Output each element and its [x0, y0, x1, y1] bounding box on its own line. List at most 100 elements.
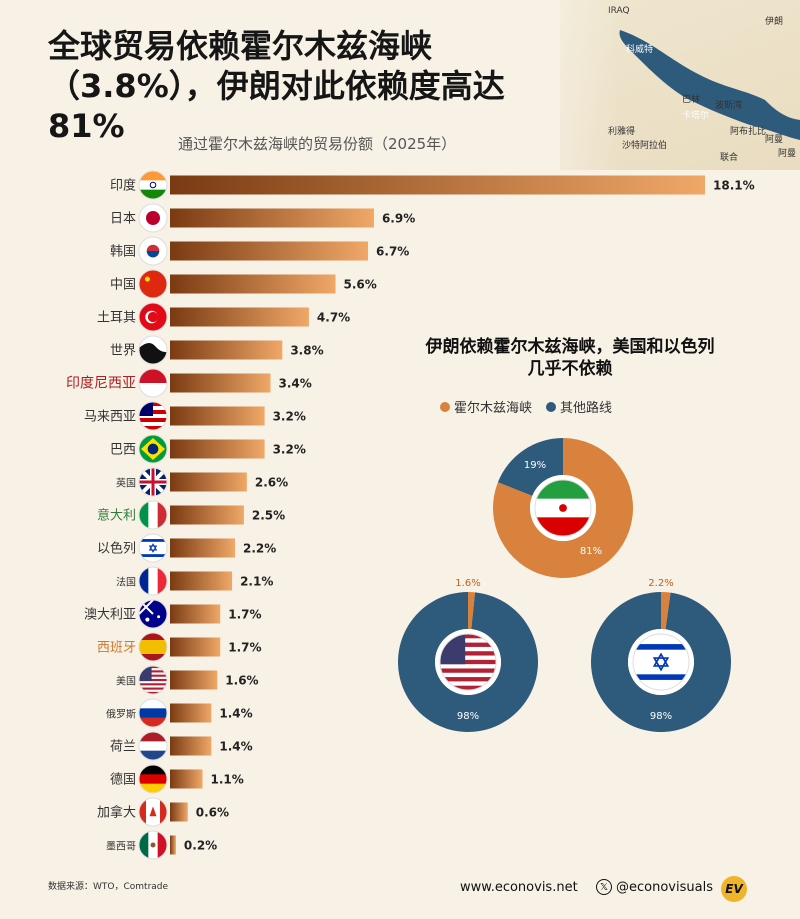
bar-12	[170, 571, 233, 591]
social-handle-text: @econovisuals	[616, 879, 713, 895]
brazil-flag-icon	[138, 434, 168, 464]
social-handle[interactable]: 𝕏 @econovisuals	[596, 879, 713, 895]
bar-11	[170, 538, 236, 558]
usa-flag-icon	[439, 633, 497, 691]
donut-slice-strait	[493, 438, 633, 578]
map-label: 波斯湾	[715, 101, 743, 111]
donut-title: 伊朗依赖霍尔木兹海峡，美国和以色列几乎不依赖	[425, 337, 715, 379]
donut-slice-strait	[661, 592, 671, 630]
map-label: 科威特	[626, 45, 654, 55]
russia-flag-icon	[138, 698, 168, 728]
turkey-flag-icon	[138, 302, 168, 332]
spain-flag-icon	[138, 632, 168, 662]
bar-10	[170, 505, 244, 525]
bar-14	[170, 637, 221, 657]
country-label: 英国	[116, 477, 136, 490]
bar-3	[170, 274, 336, 294]
country-label: 日本	[110, 212, 136, 227]
map-label: 伊朗	[765, 17, 784, 27]
bar-9	[170, 472, 247, 492]
country-label: 世界	[110, 344, 136, 359]
legend-item-other: 其他路线	[546, 397, 612, 416]
mexico-flag-icon	[138, 830, 168, 860]
x-logo-icon: 𝕏	[596, 879, 612, 895]
legend: 霍尔木兹海峡 其他路线	[440, 397, 612, 416]
donut-slice-other	[397, 592, 538, 733]
country-label: 中国	[110, 278, 136, 293]
japan-flag-icon	[138, 203, 168, 233]
korea-flag-icon	[138, 236, 168, 266]
donut-other-label: 98%	[457, 711, 479, 722]
australia-flag-icon	[138, 599, 168, 629]
israel-flag-icon	[138, 533, 168, 563]
data-source: 数据来源：WTO，Comtrade	[48, 882, 169, 892]
bar-6	[170, 373, 271, 393]
bar-5	[170, 340, 283, 360]
legend-swatch-other	[546, 401, 557, 412]
value-label: 6.7%	[376, 245, 409, 259]
country-label: 荷兰	[110, 740, 136, 755]
map-label: 阿布扎比	[730, 127, 767, 137]
website-link[interactable]: www.econovis.net	[460, 880, 578, 895]
map-label: 利雅得	[608, 127, 636, 137]
uk-flag-icon	[138, 467, 168, 497]
bar-13	[170, 604, 221, 624]
bar-1	[170, 208, 374, 228]
value-label: 3.2%	[273, 410, 306, 424]
france-flag-icon	[138, 566, 168, 596]
bar-0	[170, 175, 705, 195]
bar-19	[170, 802, 188, 822]
value-label: 3.2%	[273, 443, 306, 457]
country-label: 以色列	[97, 541, 136, 557]
country-label: 巴西	[110, 443, 136, 458]
value-label: 2.2%	[243, 542, 276, 556]
map-fade	[520, 0, 620, 170]
map-label: 巴林	[682, 95, 701, 105]
donut-other-label: 98%	[650, 711, 672, 722]
value-label: 1.4%	[219, 740, 252, 754]
value-label: 1.7%	[228, 608, 261, 622]
bar-8	[170, 439, 265, 459]
netherlands-flag-icon	[138, 731, 168, 761]
donut-other-label: 19%	[524, 460, 546, 471]
country-label: 土耳其	[97, 311, 136, 326]
usa-flag-icon	[138, 665, 168, 695]
chart-subtitle: 通过霍尔木兹海峡的贸易份额（2025年）	[178, 135, 457, 153]
bar-18	[170, 769, 203, 789]
country-label: 意大利	[97, 508, 136, 524]
legend-item-strait: 霍尔木兹海峡	[440, 397, 532, 416]
map-label: 卡塔尔	[682, 111, 710, 121]
legend-swatch-strait	[440, 401, 450, 412]
value-label: 5.6%	[344, 278, 377, 292]
country-label: 加拿大	[97, 805, 136, 821]
israel-flag-icon	[632, 633, 690, 691]
germany-flag-icon	[138, 764, 168, 794]
value-label: 2.1%	[240, 575, 273, 589]
donut-slice-other	[591, 592, 732, 732]
map-label: 沙特阿拉伯	[622, 141, 668, 151]
value-label: 18.1%	[713, 179, 755, 193]
country-label: 德国	[110, 773, 136, 788]
world-globe-icon	[138, 335, 168, 365]
bar-20	[170, 835, 176, 855]
indonesia-flag-icon	[138, 368, 168, 398]
country-label: 韩国	[110, 245, 136, 260]
map-label: 阿曼	[765, 135, 784, 145]
iran-flag-icon	[534, 479, 592, 537]
country-label: 墨西哥	[106, 841, 136, 853]
country-label: 美国	[116, 675, 136, 688]
bar-4	[170, 307, 309, 327]
value-label: 1.6%	[225, 674, 258, 688]
value-label: 3.8%	[290, 344, 323, 358]
value-label: 4.7%	[317, 311, 350, 325]
canada-flag-icon	[138, 797, 168, 827]
value-label: 3.4%	[278, 377, 311, 391]
value-label: 1.4%	[219, 707, 252, 721]
donut-slice-strait	[468, 592, 476, 630]
map-label: 联合	[720, 153, 739, 163]
value-label: 1.1%	[211, 773, 244, 787]
bar-2	[170, 241, 369, 261]
country-label: 西班牙	[97, 641, 136, 656]
malaysia-flag-icon	[138, 401, 168, 431]
country-label: 马来西亚	[84, 410, 136, 425]
